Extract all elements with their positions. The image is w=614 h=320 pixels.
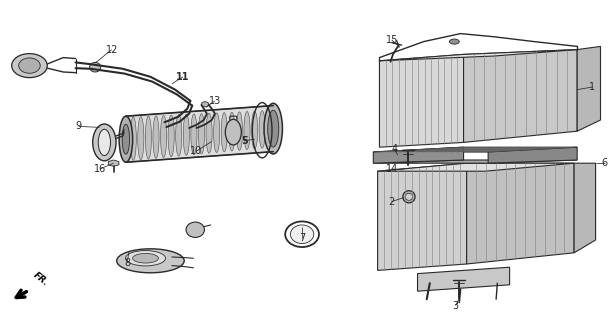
Text: 1: 1 (589, 82, 596, 92)
Ellipse shape (98, 129, 111, 156)
Text: 8: 8 (124, 258, 130, 268)
Text: 13: 13 (209, 96, 221, 106)
Text: 9: 9 (76, 121, 82, 132)
Text: 10: 10 (190, 146, 203, 156)
Ellipse shape (183, 114, 189, 155)
Ellipse shape (198, 114, 204, 154)
Ellipse shape (186, 222, 204, 237)
Ellipse shape (12, 53, 47, 78)
Text: 14: 14 (386, 164, 398, 174)
Ellipse shape (236, 112, 243, 150)
Ellipse shape (290, 225, 314, 244)
Ellipse shape (403, 191, 415, 203)
Ellipse shape (146, 116, 152, 159)
Text: 11: 11 (176, 72, 190, 82)
Ellipse shape (259, 111, 265, 148)
Ellipse shape (405, 193, 413, 200)
Ellipse shape (19, 58, 41, 73)
Ellipse shape (244, 111, 250, 149)
Text: 6: 6 (602, 158, 608, 168)
Polygon shape (488, 147, 577, 163)
Ellipse shape (117, 249, 184, 273)
Ellipse shape (133, 253, 158, 263)
Ellipse shape (225, 119, 241, 145)
Ellipse shape (119, 116, 133, 162)
Polygon shape (464, 50, 577, 142)
Ellipse shape (168, 115, 174, 157)
Ellipse shape (191, 114, 197, 155)
Polygon shape (379, 50, 577, 61)
Polygon shape (574, 163, 596, 253)
Polygon shape (373, 160, 577, 163)
Ellipse shape (126, 251, 166, 266)
Ellipse shape (122, 124, 130, 154)
Ellipse shape (90, 62, 101, 72)
Polygon shape (379, 54, 464, 147)
Text: 12: 12 (106, 44, 118, 55)
Polygon shape (126, 106, 273, 162)
Ellipse shape (153, 116, 159, 158)
Ellipse shape (206, 113, 212, 153)
Ellipse shape (229, 112, 235, 151)
Ellipse shape (176, 115, 182, 156)
Circle shape (449, 39, 459, 44)
Text: 16: 16 (94, 164, 106, 174)
Polygon shape (378, 163, 574, 171)
Text: 7: 7 (299, 233, 305, 244)
Text: 4: 4 (391, 144, 397, 154)
Ellipse shape (252, 111, 258, 149)
Polygon shape (373, 147, 464, 163)
Ellipse shape (93, 124, 116, 161)
Ellipse shape (130, 117, 136, 160)
Text: 5: 5 (241, 136, 247, 146)
Ellipse shape (221, 113, 227, 152)
Polygon shape (577, 46, 600, 131)
Text: FR.: FR. (32, 270, 50, 288)
Ellipse shape (201, 102, 209, 107)
Polygon shape (378, 163, 467, 270)
Ellipse shape (268, 110, 279, 147)
Ellipse shape (160, 116, 166, 157)
Text: 2: 2 (389, 196, 395, 207)
Text: 15: 15 (386, 35, 398, 45)
Ellipse shape (264, 103, 282, 154)
Ellipse shape (138, 116, 144, 160)
Polygon shape (418, 267, 510, 291)
Text: 3: 3 (453, 300, 459, 311)
Polygon shape (373, 147, 577, 152)
Polygon shape (467, 163, 574, 264)
Ellipse shape (214, 113, 220, 152)
